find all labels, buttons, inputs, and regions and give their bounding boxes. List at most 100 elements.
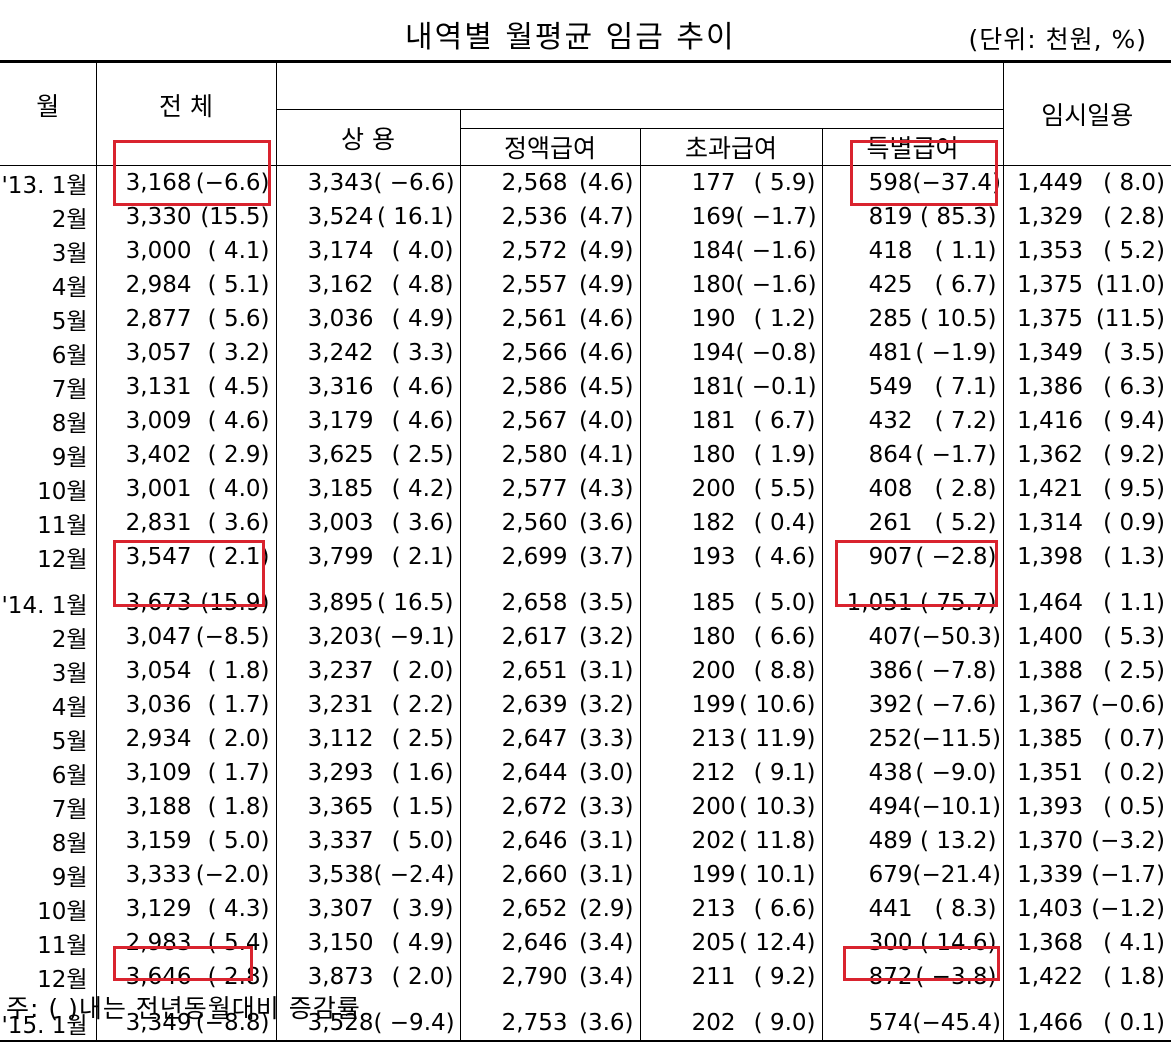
cell-value: 1,393 <box>1017 794 1083 820</box>
cell-s: 481( −1.9) <box>821 336 1003 370</box>
cell-value: 2,568 <box>501 170 568 196</box>
cell-f: 2,536 (4.7) <box>459 200 640 234</box>
cell-month: 7월 <box>51 377 88 403</box>
cell-change: (3.1) <box>578 862 634 888</box>
cell-f: 2,660 (3.1) <box>459 858 640 892</box>
cell-change: (−50.3) <box>912 624 1001 650</box>
cell-change: ( 4.6) <box>753 544 816 570</box>
cell-value: 200 <box>691 658 736 684</box>
cell-value: 3,231 <box>307 692 374 718</box>
cell-t: 3,333 (−2.0) <box>95 858 276 892</box>
cell-change: ( 4.0) <box>207 476 270 502</box>
cell-value: 2,557 <box>501 272 568 298</box>
cell-s: 864( −1.7) <box>821 438 1003 472</box>
cell-change: ( −2.8) <box>915 544 997 570</box>
cell-o: 200( 10.3) <box>639 790 822 824</box>
cell-t: 2,983 ( 5.4) <box>95 926 276 960</box>
cell-s: 285 ( 10.5) <box>821 302 1003 336</box>
cell-value: 2,651 <box>501 658 568 684</box>
cell-o: 200 ( 5.5) <box>639 472 822 506</box>
cell-value: 549 <box>868 374 913 400</box>
cell-value: 3,873 <box>307 964 374 990</box>
cell-value: 300 <box>868 930 913 956</box>
cell-change: (4.5) <box>578 374 634 400</box>
cell-o: 200 ( 8.8) <box>639 654 822 688</box>
cell-value: 261 <box>868 510 913 536</box>
cell-change: (11.5) <box>1095 306 1165 332</box>
cell-change: ( 8.3) <box>934 896 997 922</box>
table-row: 8월 3,159( 5.0) 3,337( 5.0) 2,646 (3.1) 202( 1… <box>0 824 1171 858</box>
cell-value: 3,203 <box>307 624 374 650</box>
cell-o: 181 ( 6.7) <box>639 404 822 438</box>
cell-value: 2,660 <box>501 862 568 888</box>
cell-value: 3,402 <box>125 442 192 468</box>
cell-change: ( 4.9) <box>391 930 454 956</box>
cell-value: 3,168 <box>125 170 192 196</box>
cell-change: (3.7) <box>578 544 634 570</box>
cell-value: 3,000 <box>125 238 192 264</box>
table-row: 9월 3,333 (−2.0) 3,538( −2.4) 2,660 (3.1) 199( … <box>0 858 1171 892</box>
cell-month: 9월 <box>51 865 88 891</box>
cell-value: 3,109 <box>125 760 192 786</box>
cell-value: 2,561 <box>501 306 568 332</box>
cell-change: ( 9.1) <box>753 760 816 786</box>
table-row: 2월 3,330 (15.5) 3,524( 16.1) 2,536 (4.7) 169( … <box>0 200 1171 234</box>
cell-value: 3,799 <box>307 544 374 570</box>
cell-value: 2,790 <box>501 964 568 990</box>
cell-value: 3,159 <box>125 828 192 854</box>
cell-t: 3,000 ( 4.1) <box>95 234 276 268</box>
cell-value: 3,001 <box>125 476 192 502</box>
cell-t: 3,131 ( 4.5) <box>95 370 276 404</box>
cell-value: 1,351 <box>1017 760 1083 786</box>
cell-change: ( 9.2) <box>753 964 816 990</box>
cell-change: ( 11.8) <box>739 828 816 854</box>
cell-change: ( 3.3) <box>391 340 454 366</box>
cell-r: 3,538( −2.4) <box>275 858 460 892</box>
cell-value: 1,388 <box>1017 658 1083 684</box>
cell-value: 425 <box>868 272 913 298</box>
table-body: '13. 1월 3,168 (−6.6) 3,343( −6.6) 2,568 (4.6)… <box>0 165 1171 1042</box>
cell-o: 190 ( 1.2) <box>639 302 822 336</box>
cell-f: 2,644 (3.0) <box>459 756 640 790</box>
cell-change: ( 1.1) <box>934 238 997 264</box>
cell-change: ( 4.3) <box>207 896 270 922</box>
cell-change: (3.6) <box>578 1010 634 1036</box>
cell-d: 1,362 ( 9.2) <box>1002 438 1171 472</box>
cell-value: 2,577 <box>501 476 568 502</box>
cell-o: 194( −0.8) <box>639 336 822 370</box>
cell-r: 3,203( −9.1) <box>275 620 460 654</box>
cell-change: ( 8.0) <box>1103 170 1165 196</box>
cell-change: (15.9) <box>200 590 270 616</box>
cell-f: 2,651 (3.1) <box>459 654 640 688</box>
cell-r: 3,036 ( 4.9) <box>275 302 460 336</box>
cell-value: 3,237 <box>307 658 374 684</box>
cell-value: 2,572 <box>501 238 568 264</box>
cell-value: 3,538 <box>307 862 374 888</box>
cell-month: 2월 <box>51 627 88 653</box>
cell-d: 1,398 ( 1.3) <box>1002 540 1171 574</box>
cell-change: ( 5.4) <box>207 930 270 956</box>
table-row: '14. 1월 3,673 (15.9) 3,895( 16.5) 2,658 (3.5)… <box>0 586 1171 620</box>
cell-o: 205( 12.4) <box>639 926 822 960</box>
cell-r: 3,162 ( 4.8) <box>275 268 460 302</box>
cell-month: 3월 <box>51 661 88 687</box>
cell-t: 3,054 ( 1.8) <box>95 654 276 688</box>
cell-value: 199 <box>691 862 736 888</box>
cell-f: 2,586 (4.5) <box>459 370 640 404</box>
cell-value: 199 <box>691 692 736 718</box>
header-regular-sub-spacer <box>459 109 1003 129</box>
cell-r: 3,185 ( 4.2) <box>275 472 460 506</box>
cell-f: 2,658 (3.5) <box>459 586 640 620</box>
cell-change: ( 4.1) <box>207 238 270 264</box>
cell-value: 3,337 <box>307 828 374 854</box>
table-row: 7월 3,131( 4.5) 3,316( 4.6) 2,586 (4.5) 181( −… <box>0 370 1171 404</box>
cell-value: 213 <box>691 896 736 922</box>
cell-change: ( −3.8) <box>915 964 997 990</box>
cell-value: 169 <box>691 204 736 230</box>
cell-f: 2,647 (3.3) <box>459 722 640 756</box>
cell-value: 2,639 <box>501 692 568 718</box>
cell-value: 2,580 <box>501 442 568 468</box>
cell-t: 3,402 ( 2.9) <box>95 438 276 472</box>
cell-d: 1,464 ( 1.1) <box>1002 586 1171 620</box>
cell-value: 3,185 <box>307 476 374 502</box>
